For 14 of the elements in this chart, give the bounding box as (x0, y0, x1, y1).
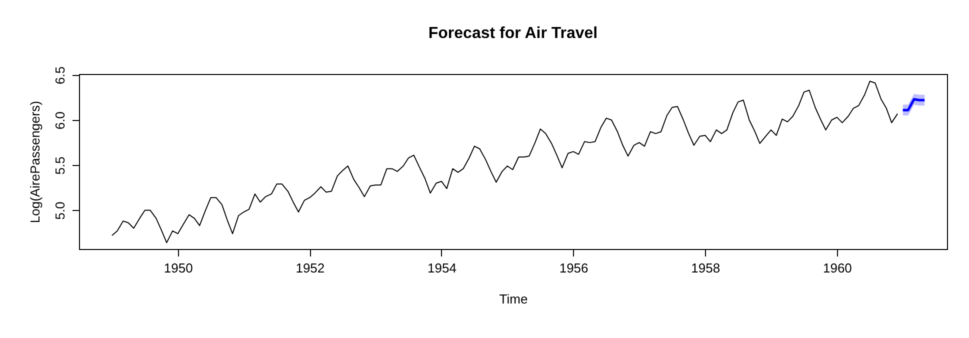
line-series (111, 80, 898, 244)
x-tick-label: 1956 (559, 260, 588, 276)
y-axis-title: Log(AirePassengers) (28, 100, 42, 224)
x-axis-title: Time (499, 292, 528, 306)
x-tick-label: 1960 (822, 260, 852, 276)
x-tick-label: 1958 (691, 260, 720, 276)
y-tick-label: 6.5 (52, 66, 68, 84)
x-tick-label: 1952 (296, 260, 325, 276)
y-tick-label: 5.5 (52, 156, 68, 175)
y-tick-label: 6.0 (52, 111, 68, 130)
chart-title: Forecast for Air Travel (428, 24, 598, 42)
x-tick-label: 1950 (164, 260, 193, 276)
x-tick-label: 1954 (428, 260, 456, 276)
y-tick-label: 5.0 (52, 202, 68, 220)
